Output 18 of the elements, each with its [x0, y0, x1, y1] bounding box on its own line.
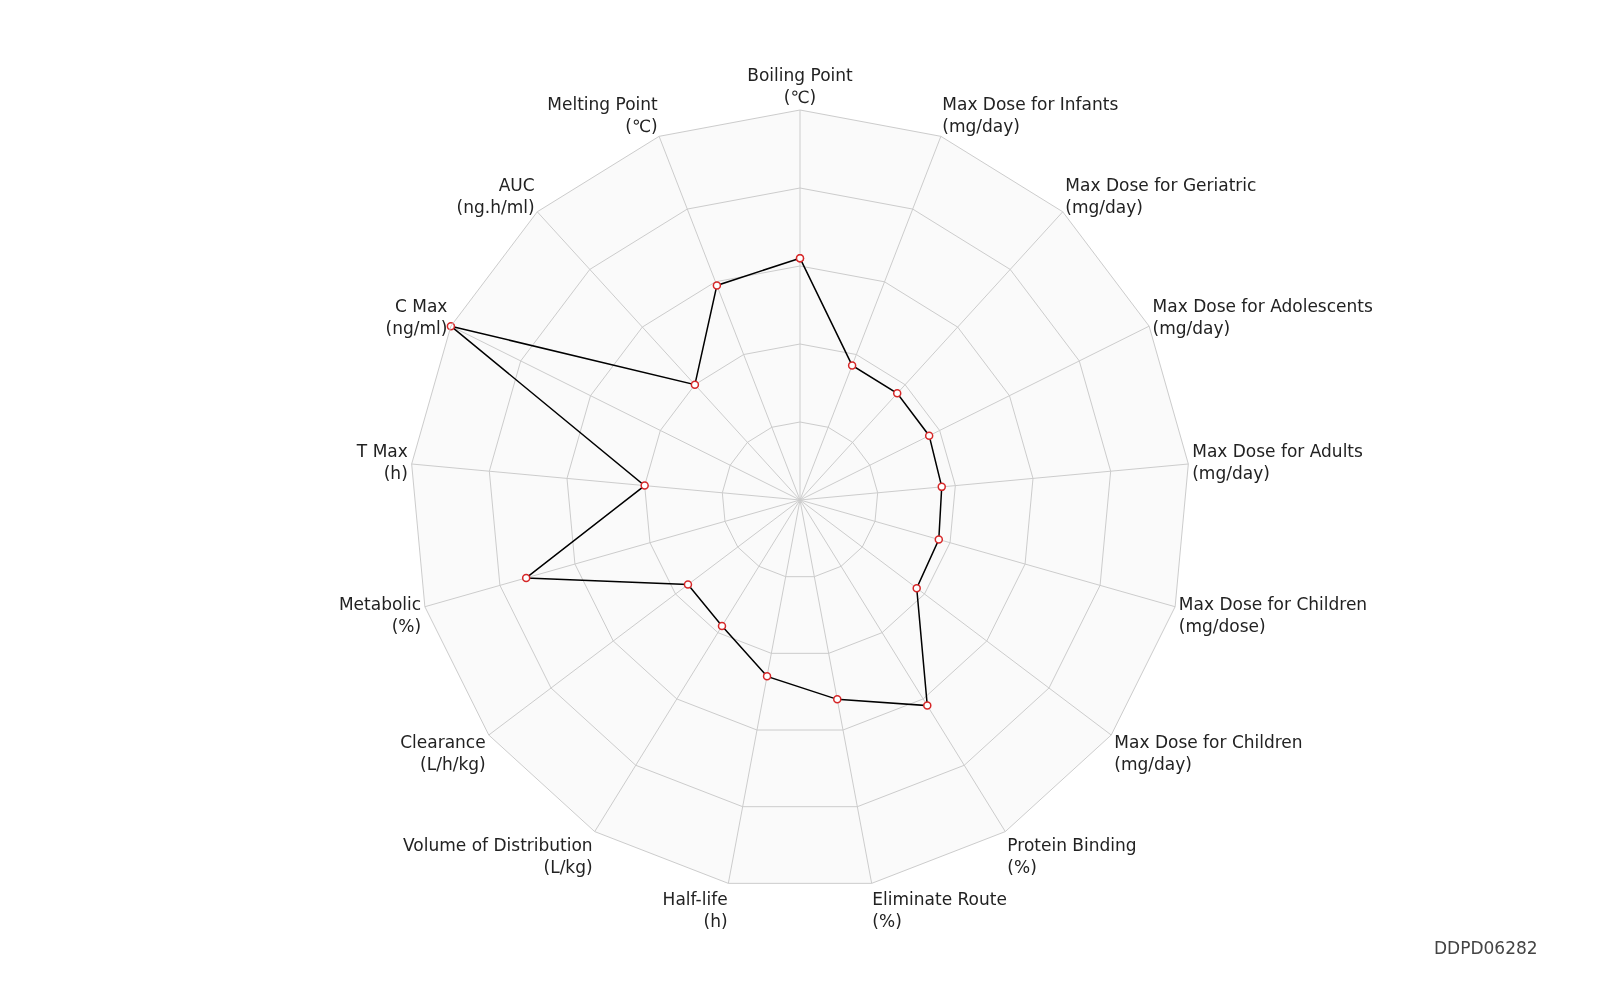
spoke-label: Max Dose for Infants (mg/day)	[942, 94, 1119, 137]
spoke-label: Protein Binding (%)	[1007, 834, 1137, 877]
spoke-label: T Max (h)	[355, 441, 408, 484]
text: DDPD06282	[1434, 938, 1538, 958]
spoke-label: Max Dose for Children (mg/day)	[1114, 731, 1303, 775]
spoke-label: Boiling Point (℃)	[747, 64, 854, 107]
spoke-label: C Max (ng/ml)	[385, 296, 448, 339]
spoke-label: Clearance (L/h/kg)	[400, 731, 486, 775]
spoke-label: Metabolic (%)	[338, 594, 422, 637]
spoke-label: Eliminate Route (%)	[872, 888, 1007, 931]
spoke-label: Melting Point (℃)	[547, 94, 659, 137]
spoke-label: Volume of Distribution (L/kg)	[403, 834, 593, 877]
spoke-label: Max Dose for Geriatric (mg/day)	[1065, 175, 1257, 218]
spoke-label: Max Dose for Adolescents (mg/day)	[1152, 296, 1373, 339]
spoke-label: Max Dose for Children (mg/dose)	[1178, 594, 1368, 637]
spoke-label: Half-life (h)	[662, 888, 728, 931]
spoke-label: AUC (ng.h/ml)	[456, 175, 535, 218]
spoke-label: Max Dose for Adults (mg/day)	[1192, 441, 1364, 484]
